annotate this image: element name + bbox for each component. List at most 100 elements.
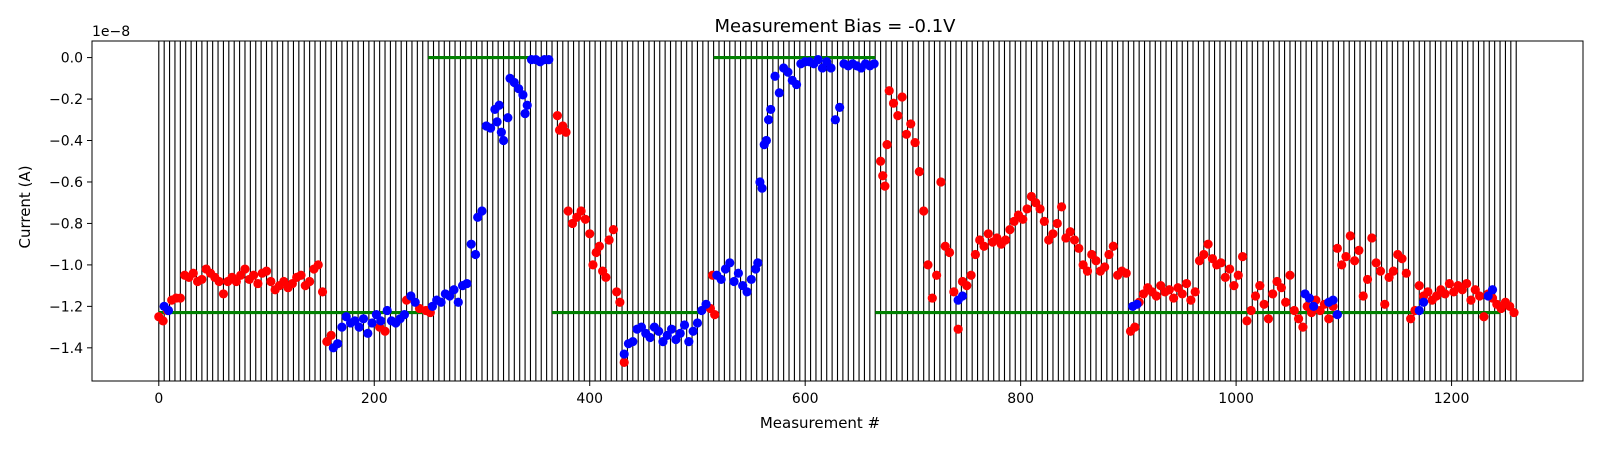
y-tick-label: −1.0 [49,258,83,274]
blue-data-point [826,63,836,73]
red-data-point [1466,295,1476,305]
y-tick-label: −0.6 [49,175,83,191]
red-data-point [1332,243,1342,253]
red-data-point [1298,322,1308,332]
red-data-point [1005,225,1015,235]
red-data-point [983,229,993,239]
blue-data-point [729,276,739,287]
blue-data-point [753,258,763,268]
red-data-point [1151,291,1161,301]
red-data-point [601,272,611,282]
blue-data-point [337,322,347,332]
blue-data-point [791,79,802,90]
red-data-point [585,229,595,239]
red-data-point [884,86,894,96]
red-data-point [1255,281,1265,291]
red-data-point [313,260,323,270]
blue-data-point [520,108,530,119]
red-data-point [1056,202,1067,212]
x-axis-label: Measurement # [760,414,880,432]
red-data-point [1022,204,1032,214]
blue-data-point [1414,305,1424,316]
blue-data-point [358,314,369,324]
red-data-point [1375,266,1386,276]
red-data-point [1268,289,1278,299]
red-data-point [1358,291,1368,301]
red-data-point [1104,249,1114,260]
red-data-point [218,289,229,299]
red-data-point [970,249,980,260]
red-data-point [953,324,963,334]
x-tick-label: 1200 [1434,391,1470,407]
blue-data-point [733,268,743,278]
red-data-point [966,270,976,280]
x-axis-ticks: 0 200 400 600 800 1000 1200 [154,381,1469,407]
blue-data-point [654,326,664,336]
y-tick-label: −0.4 [49,134,83,150]
red-data-point [1035,204,1045,214]
red-data-point [1259,299,1269,309]
reference-lines [158,55,1501,315]
red-data-point [1220,272,1230,282]
red-data-point [1181,278,1192,289]
blue-data-point [1304,293,1314,303]
red-data-point [1069,235,1080,245]
red-data-point [1293,314,1304,324]
red-data-point [1350,256,1360,266]
red-data-point [878,171,888,181]
red-data-point [1130,322,1140,332]
x-tick-label: 0 [154,391,163,407]
red-data-point [1246,305,1256,316]
red-data-point [1190,287,1200,297]
red-data-point [875,156,886,166]
red-data-point [1324,314,1334,324]
red-data-point [158,316,168,326]
red-data-point [608,225,619,235]
red-data-point [253,278,263,289]
blue-data-point [498,135,509,146]
red-data-point [1082,266,1093,276]
red-data-point [1479,312,1489,322]
red-data-point [897,92,907,102]
red-data-point [561,127,571,137]
blue-data-point [163,305,174,316]
red-data-point [1074,243,1084,253]
red-data-point [1121,268,1131,278]
blue-data-point [376,316,386,326]
blue-data-point [746,274,756,285]
y-tick-label: −1.4 [49,341,83,357]
red-data-point [962,281,972,291]
red-data-point [1000,235,1011,245]
red-data-point [927,293,937,303]
blue-data-point [684,337,694,347]
blue-data-point [1332,310,1342,320]
red-data-point [326,330,336,340]
blue-data-point [770,71,780,81]
red-data-point [906,119,916,129]
red-data-point [1345,231,1355,241]
red-data-point [1406,314,1416,324]
blue-data-point [492,117,502,127]
red-data-point [1337,260,1347,270]
red-data-point [1509,307,1519,318]
red-data-point [1362,274,1373,285]
red-data-point [1018,214,1028,224]
blue-data-point [783,67,793,77]
data-points [154,55,1519,367]
red-data-point [1423,287,1433,297]
red-data-point [910,137,920,148]
red-data-point [1233,270,1243,280]
blue-data-point [830,115,840,125]
blue-data-point [354,322,364,332]
red-data-point [1397,254,1407,264]
red-data-point [1440,289,1450,299]
red-data-point [619,357,629,367]
red-data-point [1474,291,1485,301]
red-data-point [1367,233,1377,243]
y-tick-label: −0.2 [49,92,83,108]
blue-data-point [363,328,373,338]
blue-data-point [410,297,420,307]
x-tick-label: 200 [361,391,388,407]
blue-data-point [1132,299,1142,309]
